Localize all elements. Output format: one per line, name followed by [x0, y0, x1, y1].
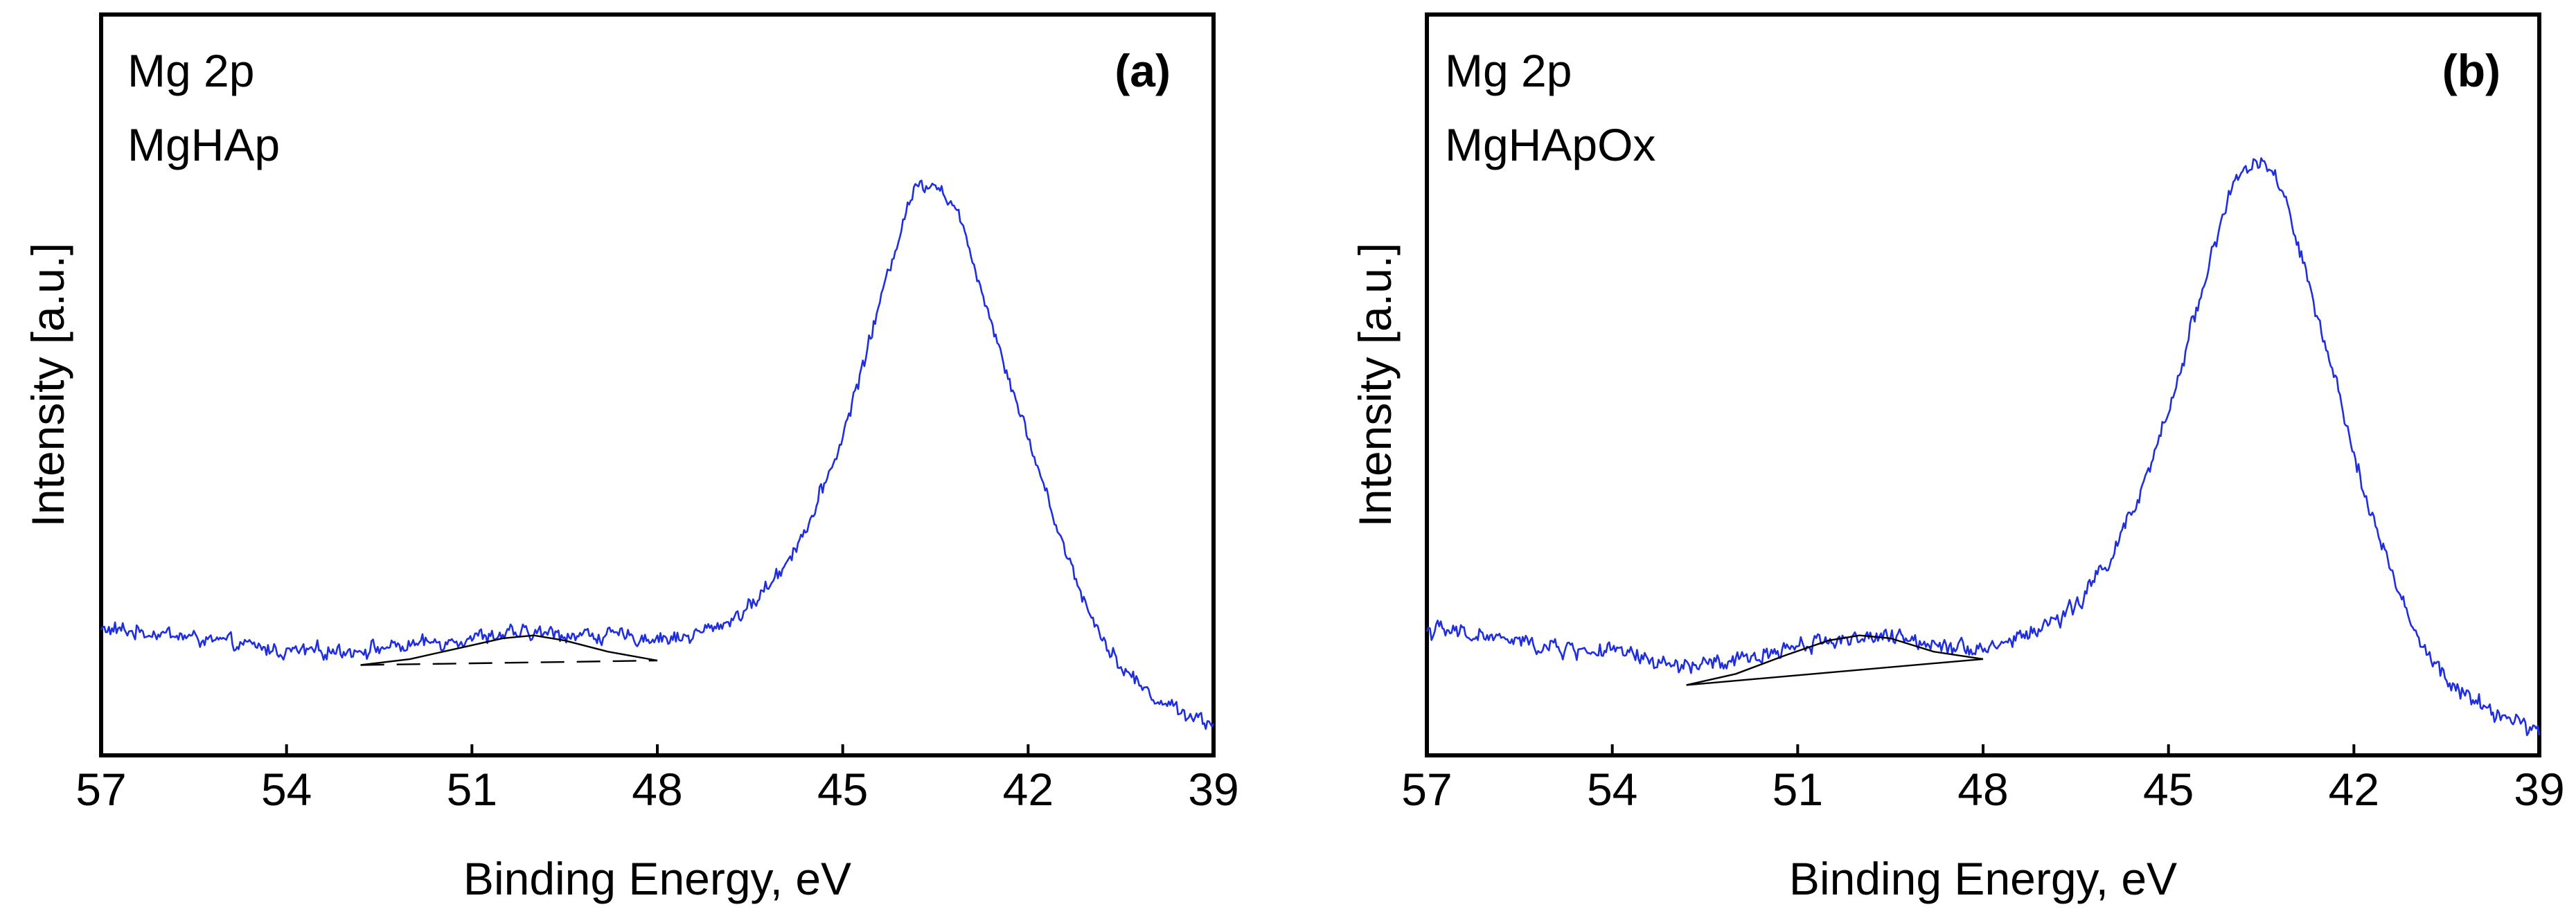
panel-b-x-tick-label: 48	[1957, 764, 2008, 815]
panel-b-spectrum-line	[1425, 157, 2541, 737]
panel-a: 57 54 51 48 45 42 39 Mg 2p MgHAp (a) Binding E…	[22, 12, 1239, 904]
panel-b-annotation-sample: MgHApOx	[1445, 119, 1655, 170]
panel-b-label: (b)	[2442, 45, 2501, 96]
panel-b-x-tick-label: 45	[2143, 764, 2194, 815]
panel-b-x-tick-label: 39	[2514, 764, 2564, 815]
panel-a-ticks: 57 54 51 48 45 42 39	[75, 744, 1239, 815]
panel-a-label: (a)	[1114, 45, 1171, 96]
panel-b: 57 54 51 48 45 42 39 Mg 2p MgHApOx (b) Binding…	[1349, 12, 2565, 904]
panel-a-series	[100, 179, 1215, 730]
panel-a-x-tick-label: 51	[447, 764, 497, 815]
panel-a-x-axis-title: Binding Energy, eV	[463, 853, 851, 904]
panel-b-series	[1425, 157, 2541, 737]
panel-a-annotation-element: Mg 2p	[127, 45, 254, 96]
panel-b-x-tick-label: 57	[1401, 764, 1452, 815]
panel-a-y-axis-title: Intensity [a.u.]	[22, 243, 73, 528]
panel-a-x-tick-label: 48	[632, 764, 682, 815]
panel-a-gaussian-fit-line	[360, 634, 658, 666]
panel-a-spectrum-line	[100, 179, 1215, 730]
panel-a-x-tick-label: 57	[75, 764, 126, 815]
panel-b-x-axis-title: Binding Energy, eV	[1789, 853, 2177, 904]
panel-a-x-tick-label: 39	[1188, 764, 1238, 815]
panel-b-background-line	[1686, 658, 1984, 686]
panel-b-ticks: 57 54 51 48 45 42 39	[1401, 744, 2565, 815]
panel-a-background-line	[360, 659, 658, 666]
panel-a-x-tick-label: 54	[261, 764, 312, 815]
panel-b-gaussian-fit-line	[1686, 634, 1984, 686]
panel-b-annotation-element: Mg 2p	[1445, 45, 1572, 96]
panel-a-x-tick-label: 42	[1003, 764, 1054, 815]
panel-a-annotation-sample: MgHAp	[127, 119, 280, 170]
panel-b-x-tick-label: 42	[2329, 764, 2379, 815]
panel-b-x-tick-label: 51	[1773, 764, 1823, 815]
panel-a-x-tick-label: 45	[817, 764, 868, 815]
panel-b-y-axis-title: Intensity [a.u.]	[1349, 243, 1401, 528]
panel-b-x-tick-label: 54	[1587, 764, 1637, 815]
